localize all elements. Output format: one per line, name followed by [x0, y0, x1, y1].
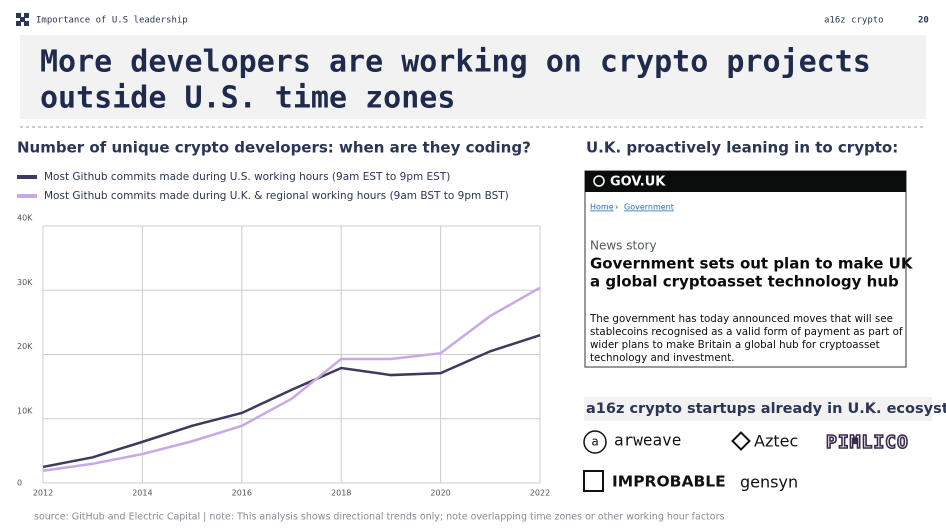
logo: Aztec: [754, 432, 798, 451]
govuk-bar: [585, 171, 906, 192]
improbable-icon: [583, 470, 604, 492]
logo: arweave: [614, 431, 681, 450]
x-tick-label: 2016: [232, 489, 252, 498]
y-tick-label: 10K: [17, 406, 33, 415]
breadcrumb: Home: [590, 203, 614, 212]
series-line: [42, 286, 541, 473]
crown-icon: [593, 175, 605, 187]
breadcrumb: Government: [624, 203, 674, 212]
page-number: 20: [918, 16, 929, 26]
x-tick-label: 2022: [530, 489, 550, 498]
chart: 0 10K 20K 30K 40K 2012 2014 2016 2018 2020 2022 Mos…: [17, 171, 550, 498]
headline: a global cryptoasset technology hub: [590, 273, 899, 291]
uk-heading: U.K. proactively leaning in to crypto:: [586, 139, 898, 157]
kicker: News story: [590, 239, 657, 253]
chart-title: Number of unique crypto developers: when…: [17, 139, 531, 157]
x-tick-label: 2018: [331, 489, 351, 498]
logo: PIMLICO: [826, 432, 909, 453]
body: technology and investment.: [590, 352, 735, 364]
legend-swatch: [17, 194, 37, 198]
arweave-icon-letter: a: [591, 435, 598, 449]
source-note: source: GitHub and Electric Capital | no…: [34, 512, 724, 523]
y-tick-label: 40K: [17, 214, 33, 223]
series-line: [42, 334, 541, 469]
section-label: Importance of U.S leadership: [36, 16, 188, 26]
x-tick-label: 2012: [33, 489, 53, 498]
title: outside U.S. time zones: [40, 81, 455, 116]
legend-label: Most Github commits made during U.K. & r…: [44, 190, 509, 202]
x-tick-label: 2014: [132, 489, 152, 498]
y-tick-label: 20K: [17, 342, 33, 351]
x-tick-label: 2020: [430, 489, 450, 498]
y-tick-label: 30K: [17, 278, 33, 287]
startups-heading: a16z crypto startups already in U.K. eco…: [586, 401, 946, 417]
logo: gensyn: [740, 473, 798, 492]
title-band: [20, 35, 926, 119]
body: stablecoins recognised as a valid form o…: [590, 326, 903, 338]
aztec-icon: [731, 431, 751, 451]
legend-swatch: [17, 175, 37, 179]
news-card: [584, 170, 907, 368]
body: The government has today announced moves…: [589, 313, 893, 325]
y-tick-label: 0: [17, 479, 22, 488]
headline: Government sets out plan to make UK: [590, 255, 914, 273]
body: wider plans to make Britain a global hub…: [590, 339, 880, 351]
logo: IMPROBABLE: [612, 473, 726, 491]
arweave-icon: [583, 430, 607, 454]
govuk-logo: GOV.UK: [610, 175, 666, 190]
breadcrumb-sep: ›: [615, 203, 618, 212]
legend-label: Most Github commits made during U.S. wor…: [44, 171, 450, 183]
startups-band: [584, 397, 932, 421]
title: More developers are working on crypto pr…: [40, 45, 871, 80]
brand: a16z crypto: [824, 16, 884, 26]
logo-mark: [16, 13, 29, 26]
